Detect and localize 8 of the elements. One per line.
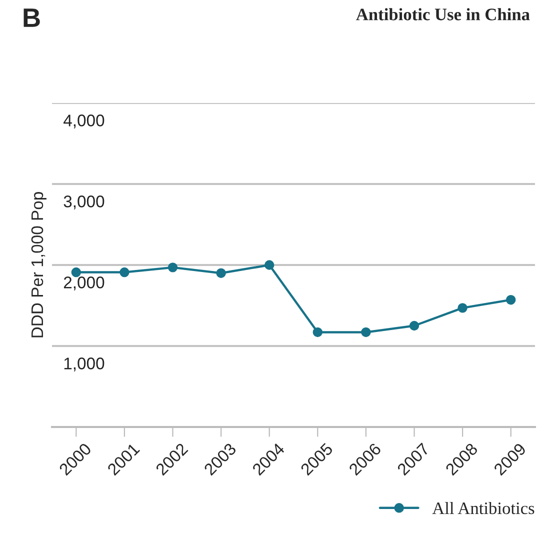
text: B [24,8,40,27]
y-tick-label: 1,000 [64,358,104,372]
y-tick-label: 2,000 [64,276,104,290]
chart-title: Antibiotic Use in China [356,8,530,20]
legend-label: All Antibiotics [432,502,534,514]
y-axis-title: DDD Per 1,000 Pop [31,192,46,338]
y-tick-label: 4,000 [63,114,104,128]
y-tick-label: 3,000 [64,196,104,210]
